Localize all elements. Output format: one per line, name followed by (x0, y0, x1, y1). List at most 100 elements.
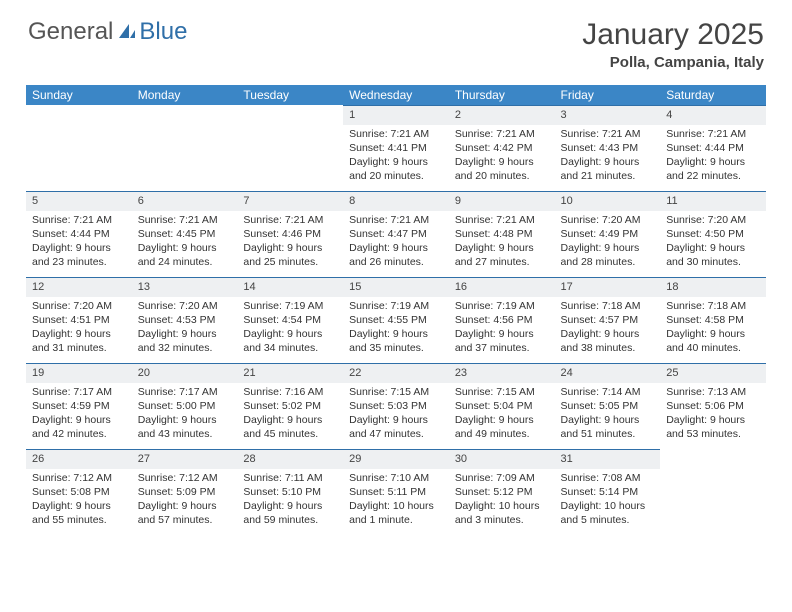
day-details: Sunrise: 7:21 AMSunset: 4:41 PMDaylight:… (343, 125, 449, 188)
day-number: 9 (449, 191, 555, 211)
day-number: 20 (132, 363, 238, 383)
weekday-header: Sunday (26, 85, 132, 105)
day-details: Sunrise: 7:21 AMSunset: 4:43 PMDaylight:… (555, 125, 661, 188)
weekday-header: Wednesday (343, 85, 449, 105)
calendar-day-cell: 22Sunrise: 7:15 AMSunset: 5:03 PMDayligh… (343, 363, 449, 449)
title-block: January 2025 Polla, Campania, Italy (582, 18, 764, 71)
weekday-header: Monday (132, 85, 238, 105)
day-number: 15 (343, 277, 449, 297)
daylight-text: Daylight: 10 hours and 3 minutes. (455, 499, 549, 527)
day-details: Sunrise: 7:21 AMSunset: 4:47 PMDaylight:… (343, 211, 449, 274)
day-number: 30 (449, 449, 555, 469)
sunrise-text: Sunrise: 7:15 AM (455, 385, 549, 399)
logo-sail-icon (117, 22, 137, 42)
daylight-text: Daylight: 9 hours and 42 minutes. (32, 413, 126, 441)
sunset-text: Sunset: 5:04 PM (455, 399, 549, 413)
sunrise-text: Sunrise: 7:19 AM (455, 299, 549, 313)
daylight-text: Daylight: 9 hours and 25 minutes. (243, 241, 337, 269)
sunrise-text: Sunrise: 7:19 AM (243, 299, 337, 313)
sunset-text: Sunset: 5:14 PM (561, 485, 655, 499)
month-title: January 2025 (582, 18, 764, 52)
day-number: 18 (660, 277, 766, 297)
day-details: Sunrise: 7:09 AMSunset: 5:12 PMDaylight:… (449, 469, 555, 532)
day-details: Sunrise: 7:21 AMSunset: 4:46 PMDaylight:… (237, 211, 343, 274)
day-details: Sunrise: 7:10 AMSunset: 5:11 PMDaylight:… (343, 469, 449, 532)
day-number: 22 (343, 363, 449, 383)
sunset-text: Sunset: 4:53 PM (138, 313, 232, 327)
daylight-text: Daylight: 9 hours and 38 minutes. (561, 327, 655, 355)
calendar-day-cell: 14Sunrise: 7:19 AMSunset: 4:54 PMDayligh… (237, 277, 343, 363)
daylight-text: Daylight: 9 hours and 20 minutes. (349, 155, 443, 183)
daylight-text: Daylight: 9 hours and 21 minutes. (561, 155, 655, 183)
day-details: Sunrise: 7:20 AMSunset: 4:51 PMDaylight:… (26, 297, 132, 360)
day-number: 2 (449, 105, 555, 125)
day-details: Sunrise: 7:19 AMSunset: 4:55 PMDaylight:… (343, 297, 449, 360)
sunrise-text: Sunrise: 7:21 AM (349, 127, 443, 141)
day-details: Sunrise: 7:21 AMSunset: 4:45 PMDaylight:… (132, 211, 238, 274)
calendar-day-cell: 24Sunrise: 7:14 AMSunset: 5:05 PMDayligh… (555, 363, 661, 449)
day-number: 25 (660, 363, 766, 383)
day-number: 12 (26, 277, 132, 297)
day-details: Sunrise: 7:21 AMSunset: 4:44 PMDaylight:… (26, 211, 132, 274)
sunrise-text: Sunrise: 7:12 AM (138, 471, 232, 485)
calendar-day-cell: 6Sunrise: 7:21 AMSunset: 4:45 PMDaylight… (132, 191, 238, 277)
sunset-text: Sunset: 4:45 PM (138, 227, 232, 241)
calendar-day-cell: 10Sunrise: 7:20 AMSunset: 4:49 PMDayligh… (555, 191, 661, 277)
calendar-week-row: 12Sunrise: 7:20 AMSunset: 4:51 PMDayligh… (26, 277, 766, 363)
day-number: 26 (26, 449, 132, 469)
daylight-text: Daylight: 9 hours and 45 minutes. (243, 413, 337, 441)
day-details: Sunrise: 7:14 AMSunset: 5:05 PMDaylight:… (555, 383, 661, 446)
day-details: Sunrise: 7:12 AMSunset: 5:09 PMDaylight:… (132, 469, 238, 532)
sunrise-text: Sunrise: 7:21 AM (455, 127, 549, 141)
day-details: Sunrise: 7:19 AMSunset: 4:56 PMDaylight:… (449, 297, 555, 360)
daylight-text: Daylight: 9 hours and 24 minutes. (138, 241, 232, 269)
day-details: Sunrise: 7:12 AMSunset: 5:08 PMDaylight:… (26, 469, 132, 532)
day-number: 17 (555, 277, 661, 297)
sunrise-text: Sunrise: 7:20 AM (138, 299, 232, 313)
sunrise-text: Sunrise: 7:20 AM (666, 213, 760, 227)
daylight-text: Daylight: 9 hours and 40 minutes. (666, 327, 760, 355)
sunset-text: Sunset: 4:51 PM (32, 313, 126, 327)
calendar-day-cell: 23Sunrise: 7:15 AMSunset: 5:04 PMDayligh… (449, 363, 555, 449)
day-number: 1 (343, 105, 449, 125)
sunset-text: Sunset: 4:55 PM (349, 313, 443, 327)
sunset-text: Sunset: 5:03 PM (349, 399, 443, 413)
daylight-text: Daylight: 10 hours and 5 minutes. (561, 499, 655, 527)
sunrise-text: Sunrise: 7:15 AM (349, 385, 443, 399)
calendar-day-cell: 4Sunrise: 7:21 AMSunset: 4:44 PMDaylight… (660, 105, 766, 191)
daylight-text: Daylight: 9 hours and 27 minutes. (455, 241, 549, 269)
daylight-text: Daylight: 9 hours and 35 minutes. (349, 327, 443, 355)
sunset-text: Sunset: 5:12 PM (455, 485, 549, 499)
weekday-header: Friday (555, 85, 661, 105)
sunset-text: Sunset: 4:54 PM (243, 313, 337, 327)
logo: General Blue (28, 18, 187, 46)
calendar-table: SundayMondayTuesdayWednesdayThursdayFrid… (26, 85, 766, 535)
day-number: 4 (660, 105, 766, 125)
sunrise-text: Sunrise: 7:21 AM (349, 213, 443, 227)
sunrise-text: Sunrise: 7:12 AM (32, 471, 126, 485)
calendar-day-cell: 27Sunrise: 7:12 AMSunset: 5:09 PMDayligh… (132, 449, 238, 535)
weekday-header: Saturday (660, 85, 766, 105)
calendar-day-cell: 15Sunrise: 7:19 AMSunset: 4:55 PMDayligh… (343, 277, 449, 363)
sunset-text: Sunset: 4:48 PM (455, 227, 549, 241)
calendar-day-cell: 2Sunrise: 7:21 AMSunset: 4:42 PMDaylight… (449, 105, 555, 191)
sunrise-text: Sunrise: 7:11 AM (243, 471, 337, 485)
daylight-text: Daylight: 9 hours and 59 minutes. (243, 499, 337, 527)
sunset-text: Sunset: 5:02 PM (243, 399, 337, 413)
day-details: Sunrise: 7:08 AMSunset: 5:14 PMDaylight:… (555, 469, 661, 532)
calendar-day-cell: 3Sunrise: 7:21 AMSunset: 4:43 PMDaylight… (555, 105, 661, 191)
day-details: Sunrise: 7:21 AMSunset: 4:42 PMDaylight:… (449, 125, 555, 188)
calendar-day-cell: 21Sunrise: 7:16 AMSunset: 5:02 PMDayligh… (237, 363, 343, 449)
sunset-text: Sunset: 4:49 PM (561, 227, 655, 241)
sunrise-text: Sunrise: 7:08 AM (561, 471, 655, 485)
sunset-text: Sunset: 4:43 PM (561, 141, 655, 155)
sunset-text: Sunset: 4:42 PM (455, 141, 549, 155)
daylight-text: Daylight: 9 hours and 53 minutes. (666, 413, 760, 441)
daylight-text: Daylight: 9 hours and 49 minutes. (455, 413, 549, 441)
calendar-day-cell: 5Sunrise: 7:21 AMSunset: 4:44 PMDaylight… (26, 191, 132, 277)
sunset-text: Sunset: 5:05 PM (561, 399, 655, 413)
daylight-text: Daylight: 9 hours and 22 minutes. (666, 155, 760, 183)
sunrise-text: Sunrise: 7:09 AM (455, 471, 549, 485)
logo-text-blue: Blue (139, 18, 187, 46)
sunset-text: Sunset: 5:11 PM (349, 485, 443, 499)
